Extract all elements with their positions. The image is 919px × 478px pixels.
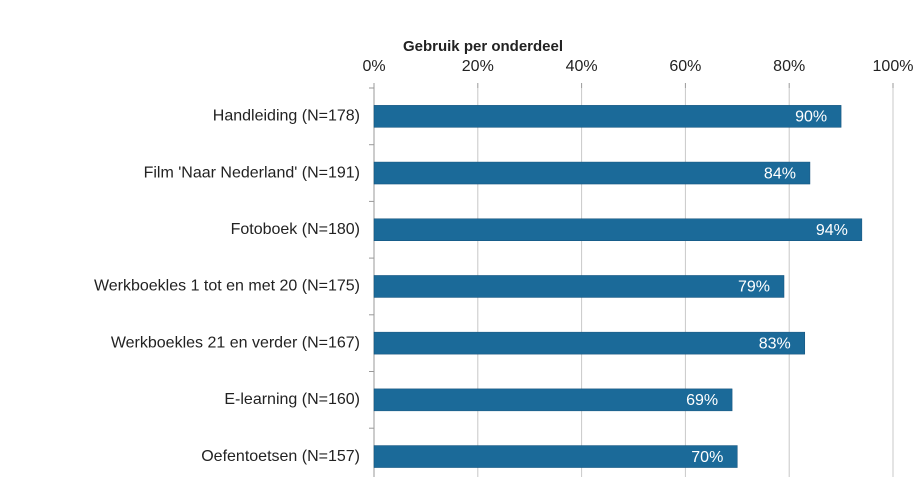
y-tick-label: Fotoboek (N=180) — [231, 221, 360, 238]
value-label: 84% — [764, 165, 796, 182]
y-tick-label: Oefentoetsen (N=157) — [201, 448, 360, 465]
value-label: 90% — [795, 109, 827, 126]
value-label: 94% — [816, 222, 848, 239]
y-tick-label: E-learning (N=160) — [224, 391, 360, 408]
value-label: 83% — [759, 335, 791, 352]
y-tick-label: Film 'Naar Nederland' (N=191) — [144, 164, 360, 181]
value-label: 79% — [738, 279, 770, 296]
x-tick-label: 40% — [566, 58, 598, 75]
x-tick-label: 0% — [362, 58, 385, 75]
value-label: 69% — [686, 392, 718, 409]
chart-title: Gebruik per onderdeel — [403, 38, 563, 55]
x-tick-label: 60% — [669, 58, 701, 75]
bar — [373, 218, 863, 241]
x-tick-label: 80% — [773, 58, 805, 75]
x-tick-label: 100% — [873, 58, 914, 75]
bar — [373, 105, 842, 128]
y-tick-label: Handleiding (N=178) — [213, 108, 360, 125]
x-tick-label: 20% — [462, 58, 494, 75]
y-tick-label: Werkboekles 21 en verder (N=167) — [111, 334, 360, 351]
y-tick-label: Werkboekles 1 tot en met 20 (N=175) — [94, 278, 360, 295]
bar — [373, 331, 806, 355]
bar — [373, 161, 811, 185]
value-label: 70% — [691, 449, 723, 466]
bar — [373, 445, 738, 468]
bar — [373, 275, 785, 298]
bar — [373, 388, 733, 412]
